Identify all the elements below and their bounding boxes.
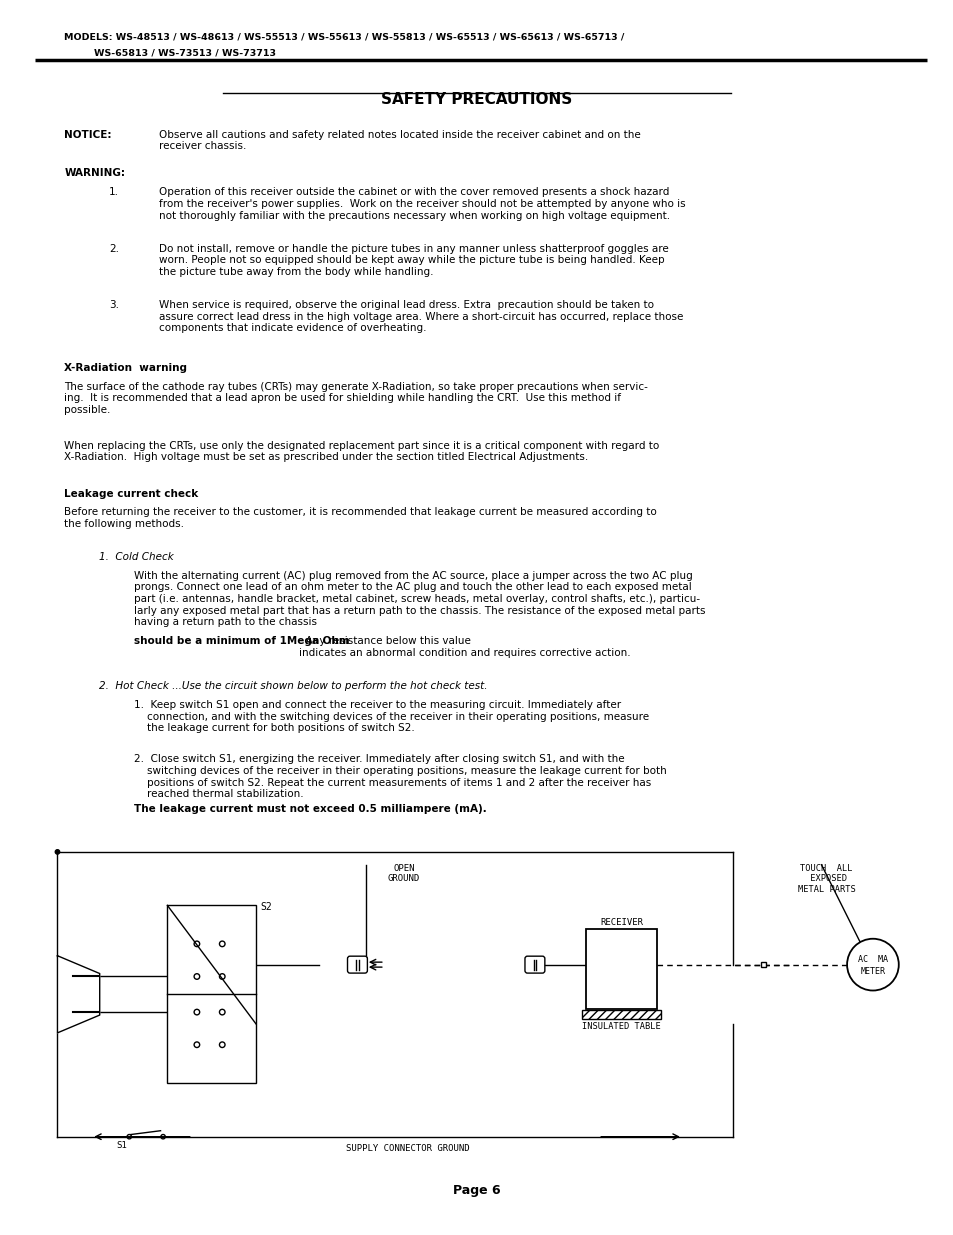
Text: WARNING:: WARNING: bbox=[65, 168, 125, 178]
Text: OPEN
GROUND: OPEN GROUND bbox=[388, 863, 419, 883]
Text: Page 6: Page 6 bbox=[453, 1184, 500, 1197]
Text: Leakage current check: Leakage current check bbox=[65, 489, 198, 499]
Text: X-Radiation  warning: X-Radiation warning bbox=[65, 363, 187, 373]
FancyBboxPatch shape bbox=[524, 956, 544, 973]
Text: RECEIVER: RECEIVER bbox=[599, 918, 642, 926]
Text: METER: METER bbox=[860, 967, 884, 976]
FancyBboxPatch shape bbox=[347, 956, 367, 973]
Bar bbox=[581, 1010, 660, 1019]
Circle shape bbox=[55, 850, 60, 855]
Text: 1.: 1. bbox=[109, 188, 119, 198]
Text: Do not install, remove or handle the picture tubes in any manner unless shatterp: Do not install, remove or handle the pic… bbox=[159, 243, 668, 277]
Text: 1.  Cold Check: 1. Cold Check bbox=[99, 552, 173, 562]
Text: INSULATED TABLE: INSULATED TABLE bbox=[581, 1021, 660, 1030]
Text: . Any resistance below this value
indicates an abnormal condition and requires c: . Any resistance below this value indica… bbox=[299, 636, 630, 658]
Text: S2: S2 bbox=[260, 903, 272, 913]
Text: WS-65813 / WS-73513 / WS-73713: WS-65813 / WS-73513 / WS-73713 bbox=[94, 48, 276, 57]
Text: TOUCH  ALL
 EXPOSED
METAL PARTS: TOUCH ALL EXPOSED METAL PARTS bbox=[797, 863, 855, 894]
Text: 1.  Keep switch S1 open and connect the receiver to the measuring circuit. Immed: 1. Keep switch S1 open and connect the r… bbox=[133, 700, 648, 734]
Text: Before returning the receiver to the customer, it is recommended that leakage cu: Before returning the receiver to the cus… bbox=[65, 508, 657, 529]
Text: With the alternating current (AC) plug removed from the AC source, place a jumpe: With the alternating current (AC) plug r… bbox=[133, 571, 705, 627]
Text: NOTICE:: NOTICE: bbox=[65, 130, 112, 140]
Text: The leakage current must not exceed 0.5 milliampere (mA).: The leakage current must not exceed 0.5 … bbox=[133, 804, 486, 814]
Bar bbox=[167, 905, 255, 1083]
Text: MODELS: WS-48513 / WS-48613 / WS-55513 / WS-55613 / WS-55813 / WS-65513 / WS-656: MODELS: WS-48513 / WS-48613 / WS-55513 /… bbox=[65, 32, 624, 42]
Text: 2.  Hot Check ...Use the circuit shown below to perform the hot check test.: 2. Hot Check ...Use the circuit shown be… bbox=[99, 682, 487, 692]
Text: 3.: 3. bbox=[109, 300, 119, 310]
Bar bbox=[585, 929, 657, 1009]
Text: 2.  Close switch S1, energizing the receiver. Immediately after closing switch S: 2. Close switch S1, energizing the recei… bbox=[133, 755, 666, 799]
Text: SUPPLY CONNECTOR GROUND: SUPPLY CONNECTOR GROUND bbox=[346, 1144, 470, 1152]
Text: SAFETY PRECAUTIONS: SAFETY PRECAUTIONS bbox=[381, 91, 572, 107]
Text: The surface of the cathode ray tubes (CRTs) may generate X-Radiation, so take pr: The surface of the cathode ray tubes (CR… bbox=[65, 382, 648, 415]
Polygon shape bbox=[57, 956, 100, 1032]
Text: When replacing the CRTs, use only the designated replacement part since it is a : When replacing the CRTs, use only the de… bbox=[65, 441, 659, 462]
Bar bbox=[760, 962, 764, 967]
Text: Observe all cautions and safety related notes located inside the receiver cabine: Observe all cautions and safety related … bbox=[159, 130, 640, 152]
Text: should be a minimum of 1Mega Ohm: should be a minimum of 1Mega Ohm bbox=[133, 636, 349, 646]
Text: S1: S1 bbox=[116, 1141, 128, 1150]
Text: When service is required, observe the original lead dress. Extra  precaution sho: When service is required, observe the or… bbox=[159, 300, 682, 333]
Circle shape bbox=[846, 939, 898, 990]
Text: 2.: 2. bbox=[109, 243, 119, 253]
Text: Operation of this receiver outside the cabinet or with the cover removed present: Operation of this receiver outside the c… bbox=[159, 188, 685, 221]
Text: AC  MA: AC MA bbox=[857, 955, 887, 965]
